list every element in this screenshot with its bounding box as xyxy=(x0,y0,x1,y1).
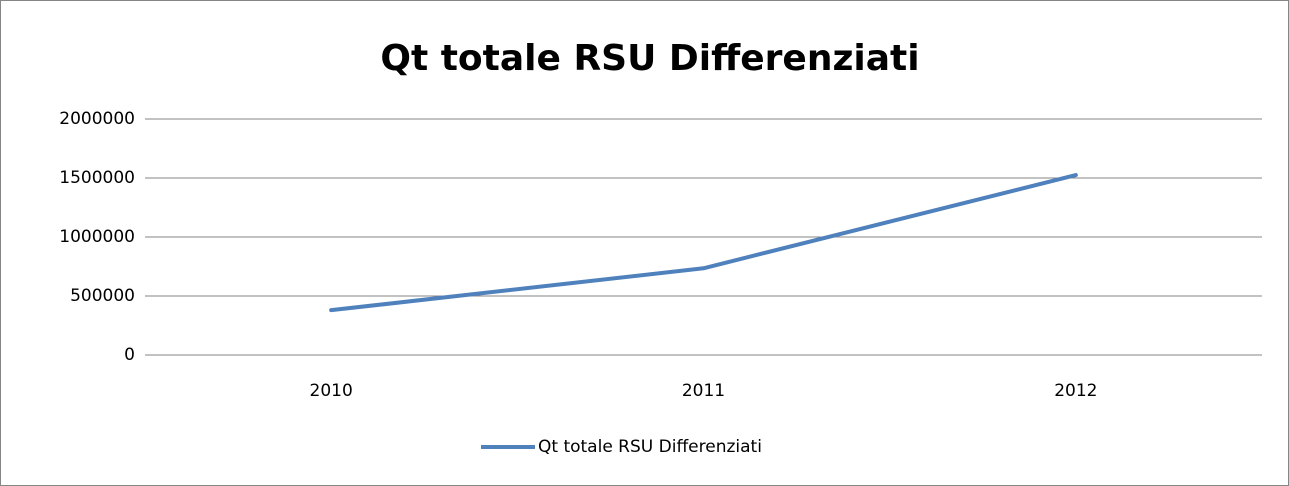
x-tick-label: 2012 xyxy=(1054,381,1097,401)
x-tick-label: 2011 xyxy=(682,381,725,401)
chart-title: Qt totale RSU Differenziati xyxy=(380,38,919,79)
y-tick-label: 1000000 xyxy=(59,227,135,247)
y-tick-label: 2000000 xyxy=(59,109,135,129)
y-tick-label: 0 xyxy=(124,345,135,365)
x-tick-label: 2010 xyxy=(310,381,353,401)
y-tick-label: 500000 xyxy=(70,286,135,306)
y-tick-label: 1500000 xyxy=(59,168,135,188)
data-line xyxy=(329,173,1078,313)
legend-label: Qt totale RSU Differenziati xyxy=(538,437,762,457)
